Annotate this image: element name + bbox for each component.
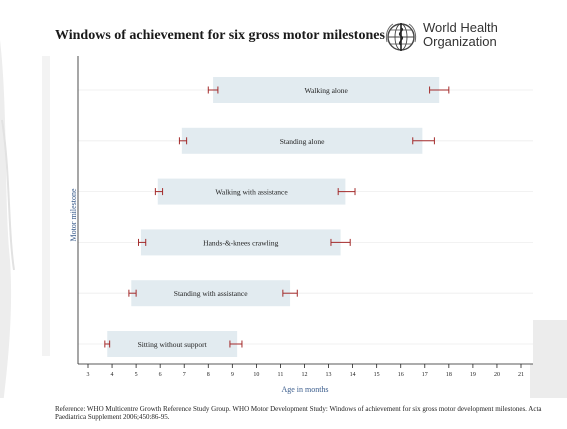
x-tick-label: 18 xyxy=(446,372,452,378)
logo-line-1: World Health xyxy=(423,20,498,35)
x-tick-label: 12 xyxy=(302,372,308,378)
milestone-bar xyxy=(131,280,291,307)
x-tick-label: 4 xyxy=(111,372,114,378)
x-tick-label: 3 xyxy=(87,372,90,378)
logo-line-2: Organization xyxy=(423,34,497,49)
who-logo: World Health Organization xyxy=(384,20,544,56)
x-tick-label: 9 xyxy=(231,372,234,378)
bar-layer: Walking alone Standing alone Walking with … xyxy=(104,77,450,357)
milestone-bar xyxy=(107,331,238,357)
x-tick-label: 7 xyxy=(183,372,186,378)
milestone-bar xyxy=(140,229,341,256)
axis-layer: 3 4 5 6 7 8 9 10 11 12 13 14 15 16 17 18 19 20 21 xyxy=(77,56,533,378)
bar-label: Standing alone xyxy=(280,137,325,146)
x-tick-label: 17 xyxy=(422,372,428,378)
bar-label: Hands-&-knees crawling xyxy=(203,238,278,247)
x-tick-label: 6 xyxy=(159,372,162,378)
x-tick-label: 10 xyxy=(253,372,259,378)
milestone-bar xyxy=(213,77,440,103)
x-tick-label: 5 xyxy=(135,372,138,378)
reference-text: Reference: WHO Multicentre Growth Refere… xyxy=(55,405,542,421)
bar-label: Standing with assistance xyxy=(174,289,248,298)
chart-title: Windows of achievement for six gross mot… xyxy=(55,28,385,43)
x-tick-label: 21 xyxy=(518,372,524,378)
x-tick-label: 20 xyxy=(494,372,500,378)
milestone-bar xyxy=(157,178,346,205)
milestone-bar xyxy=(181,127,423,154)
who-emblem-icon xyxy=(385,23,417,51)
x-tick-label: 8 xyxy=(207,372,210,378)
x-tick-label: 11 xyxy=(278,372,284,378)
bar-label: Walking with assistance xyxy=(215,188,288,197)
bar-label: Sitting without support xyxy=(138,340,208,349)
y-axis-title: Motor milestone xyxy=(69,188,78,242)
x-tick-label: 13 xyxy=(326,372,332,378)
plot-background xyxy=(78,56,533,364)
bar-label: Walking alone xyxy=(304,86,348,95)
x-tick-label: 14 xyxy=(350,372,356,378)
x-tick-label: 16 xyxy=(398,372,404,378)
x-tick-label: 15 xyxy=(374,372,380,378)
x-axis-title: Age in months xyxy=(281,385,328,394)
x-tick-label: 19 xyxy=(470,372,476,378)
